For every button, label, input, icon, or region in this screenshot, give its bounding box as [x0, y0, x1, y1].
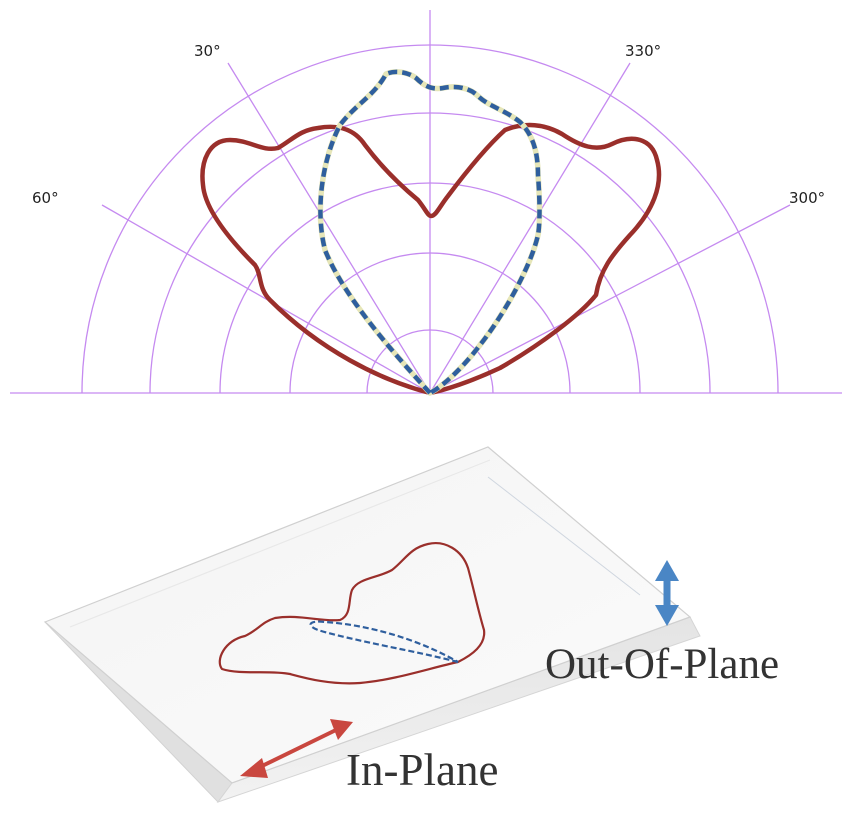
in-plane-arrow-head-right: [330, 719, 353, 740]
grid-spoke-300: [429, 204, 791, 394]
polar-plot: 30° 60° 330° 300°: [10, 10, 842, 396]
slab-top-face: [43, 446, 692, 784]
device-diagram: Out-Of-Plane In-Plane: [43, 446, 779, 803]
in-plane-label: In-Plane: [346, 745, 498, 795]
in-plane-pattern-curve: [200, 122, 662, 396]
in-plane-arrow: [240, 719, 353, 778]
grid-spoke-330: [429, 62, 631, 394]
slab-out-of-plane-pattern: [309, 620, 459, 664]
out-of-plane-arrow: [655, 560, 679, 626]
out-of-plane-label: Out-Of-Plane: [545, 641, 779, 688]
glass-slab: [43, 446, 701, 803]
in-plane-arrow-shaft: [257, 726, 341, 770]
grid-spoke-30: [227, 62, 431, 394]
angle-label-300: 300°: [789, 189, 825, 207]
slab-in-plane-pattern: [218, 542, 486, 685]
polar-grid: [10, 10, 842, 394]
in-plane-arrow-head-left: [240, 758, 268, 778]
angle-label-60: 60°: [32, 189, 59, 207]
out-of-plane-dashes: [318, 69, 542, 396]
out-of-plane-pattern: [317, 69, 543, 396]
angle-label-30: 30°: [194, 42, 221, 60]
grid-spoke-60: [101, 204, 431, 394]
slab-inner-edge: [69, 459, 491, 628]
slab-top-highlight: [487, 476, 641, 596]
angle-label-330: 330°: [625, 42, 661, 60]
out-of-plane-arrow-head-down: [655, 605, 679, 626]
out-of-plane-arrow-head-up: [655, 560, 679, 581]
